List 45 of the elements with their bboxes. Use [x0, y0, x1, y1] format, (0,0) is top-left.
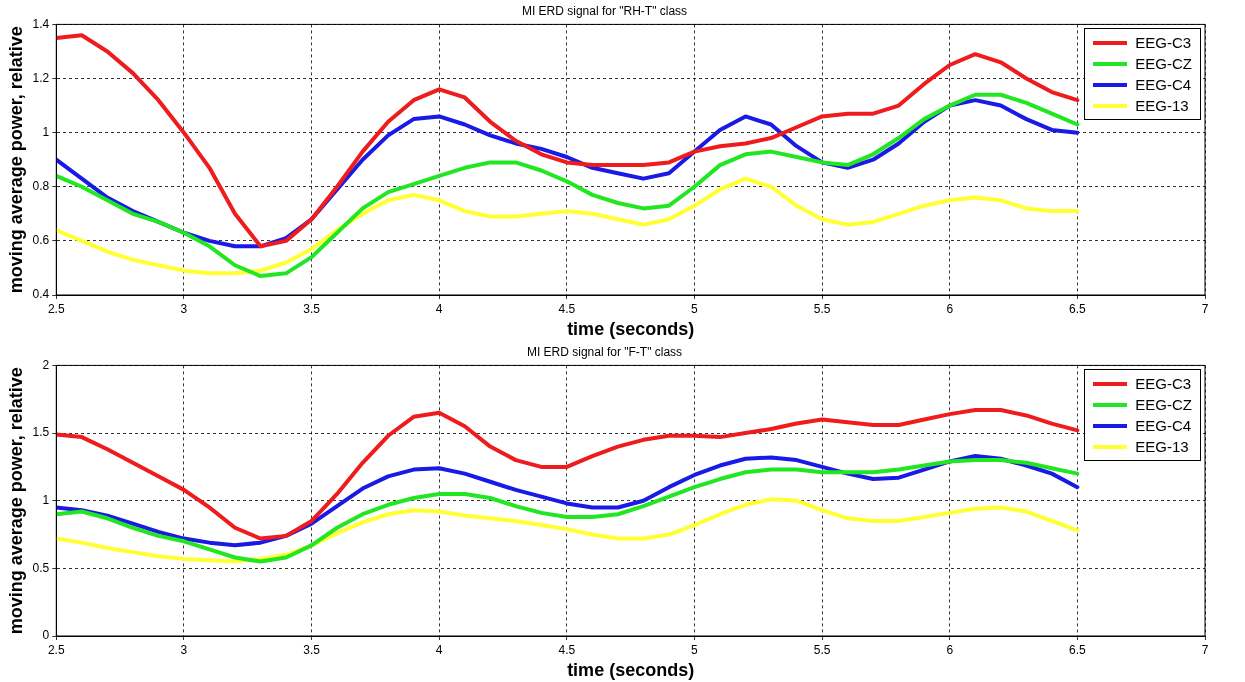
y-tick-label: 1.2 — [32, 70, 50, 85]
x-axis-title: time (seconds) — [567, 660, 695, 681]
y-tick-label: 1 — [42, 493, 50, 508]
x-tick-label: 5.5 — [813, 642, 831, 657]
x-tick-label: 7 — [1201, 642, 1209, 657]
x-tick-label: 6.5 — [1069, 642, 1087, 657]
legend-label: EEG-13 — [1135, 97, 1189, 115]
x-tick-label: 3 — [180, 642, 188, 657]
y-tick-label: 0 — [42, 628, 50, 643]
y-tick-label: 1.4 — [32, 16, 50, 31]
legend-label: EEG-C4 — [1135, 417, 1192, 435]
x-tick-label: 4 — [435, 301, 443, 316]
x-tick-label: 3 — [180, 301, 188, 316]
x-tick-label: 5.5 — [813, 301, 831, 316]
y-tick-label: 0.4 — [32, 287, 50, 302]
x-tick-label: 6 — [946, 301, 954, 316]
x-axis-title: time (seconds) — [567, 319, 695, 340]
x-tick-label: 5 — [691, 642, 699, 657]
y-tick-label: 0.6 — [32, 233, 50, 248]
legend-label: EEG-C3 — [1135, 375, 1192, 393]
legend-label: EEG-C4 — [1135, 76, 1192, 94]
x-tick-label: 6.5 — [1069, 301, 1087, 316]
legend-label: EEG-CZ — [1135, 55, 1192, 73]
x-tick-label: 4.5 — [558, 301, 576, 316]
x-tick-label: 2.5 — [47, 642, 65, 657]
x-tick-label: 2.5 — [47, 301, 65, 316]
x-tick-label: 6 — [946, 642, 954, 657]
chart-title: MI ERD signal for "F-T" class — [526, 344, 683, 359]
x-tick-label: 4 — [435, 642, 443, 657]
y-tick-label: 1 — [42, 124, 50, 139]
y-axis-title: moving average power, relative — [5, 367, 26, 635]
y-tick-label: 1.5 — [32, 425, 50, 440]
y-axis-title: moving average power, relative — [5, 26, 26, 294]
y-tick-label: 0.5 — [32, 560, 50, 575]
y-tick-label: 0.8 — [32, 179, 50, 194]
x-tick-label: 5 — [691, 301, 699, 316]
x-tick-label: 7 — [1201, 301, 1209, 316]
x-tick-label: 4.5 — [558, 642, 576, 657]
y-tick-label: 2 — [42, 357, 50, 372]
legend-label: EEG-C3 — [1135, 34, 1192, 52]
x-tick-label: 3.5 — [303, 301, 321, 316]
legend-label: EEG-CZ — [1135, 396, 1192, 414]
chart-title: MI ERD signal for "RH-T" class — [521, 3, 688, 18]
legend-label: EEG-13 — [1135, 438, 1189, 456]
x-tick-label: 3.5 — [303, 642, 321, 657]
